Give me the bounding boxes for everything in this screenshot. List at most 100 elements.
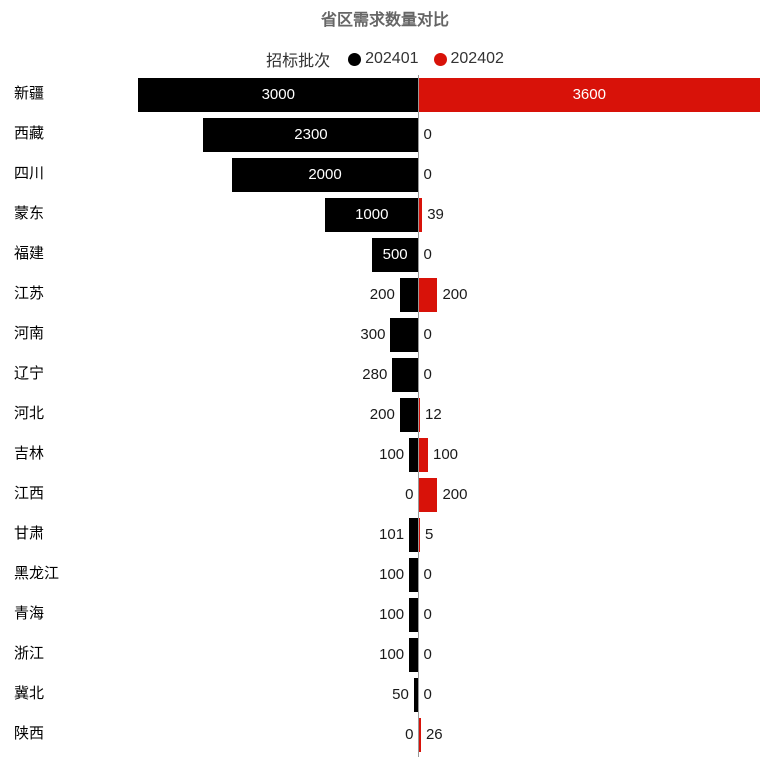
bar-202401[interactable] <box>413 678 419 712</box>
category-label: 吉林 <box>14 445 45 462</box>
plot-area: 新疆 3000 3600 西藏 2300 0 四川 2000 0 蒙东 1000 39 福建 500 0 江苏… <box>0 73 770 761</box>
value-label-202401: 2300 <box>294 126 328 143</box>
category-label: 蒙东 <box>14 205 45 222</box>
category-label: 新疆 <box>14 85 45 102</box>
chart-row: 江苏 200 200 <box>0 273 770 313</box>
chart-row: 青海 100 0 <box>0 593 770 633</box>
value-label-202402: 0 <box>423 606 432 623</box>
bar-202402[interactable] <box>418 478 438 512</box>
value-label-202402: 12 <box>425 406 442 423</box>
bar-202402[interactable]: 3600 <box>418 78 760 112</box>
value-label-202401: 1000 <box>355 206 389 223</box>
bar-202401[interactable] <box>409 638 419 672</box>
value-label-202401: 100 <box>379 566 405 583</box>
value-label-202402: 0 <box>423 326 432 343</box>
value-label-202401: 100 <box>379 646 405 663</box>
legend-item-202402[interactable]: 202402 <box>433 50 504 68</box>
value-label-202401: 2000 <box>308 166 342 183</box>
chart-row: 吉林 100 100 <box>0 433 770 473</box>
value-label-202402: 0 <box>423 686 432 703</box>
value-label-202401: 200 <box>369 406 395 423</box>
value-label-202402: 3600 <box>572 86 606 103</box>
value-label-202401: 101 <box>379 526 405 543</box>
legend-item-label: 202402 <box>450 50 504 67</box>
value-label-202401: 50 <box>392 686 409 703</box>
value-label-202401: 100 <box>379 446 405 463</box>
value-label-202402: 0 <box>423 366 432 383</box>
bar-202401[interactable] <box>409 598 419 632</box>
bar-202401[interactable]: 2300 <box>203 118 419 152</box>
category-label: 陕西 <box>14 725 45 742</box>
category-label: 河南 <box>14 325 45 342</box>
chart-row: 新疆 3000 3600 <box>0 73 770 113</box>
chart-row: 河南 300 0 <box>0 313 770 353</box>
bar-202401[interactable] <box>392 358 419 392</box>
value-label-202402: 26 <box>425 726 443 743</box>
bar-202401[interactable]: 3000 <box>138 78 419 112</box>
value-label-202402: 200 <box>442 486 468 503</box>
value-label-202402: 0 <box>423 166 432 183</box>
bar-202402[interactable] <box>418 518 420 552</box>
category-label: 甘肃 <box>14 525 45 542</box>
bar-202402[interactable] <box>418 438 428 472</box>
value-label-202402: 100 <box>432 446 459 463</box>
category-label: 福建 <box>14 245 45 262</box>
bar-202401[interactable] <box>390 318 419 352</box>
legend-item-202401[interactable]: 202401 <box>348 50 419 68</box>
category-label: 青海 <box>14 605 45 622</box>
value-label-202402: 200 <box>442 286 468 303</box>
chart-row: 四川 2000 0 <box>0 153 770 193</box>
category-label: 冀北 <box>14 685 45 702</box>
value-label-202401: 500 <box>382 246 408 263</box>
bar-202402[interactable] <box>418 398 420 432</box>
chart-title: 省区需求数量对比 <box>320 12 449 29</box>
legend-item-label: 202401 <box>365 50 419 67</box>
legend-title: 招标批次 <box>266 53 331 70</box>
bar-202401[interactable]: 1000 <box>325 198 419 232</box>
chart-row: 蒙东 1000 39 <box>0 193 770 233</box>
chart-row: 西藏 2300 0 <box>0 113 770 153</box>
chart-row: 甘肃 101 5 <box>0 513 770 553</box>
category-label: 浙江 <box>14 645 45 662</box>
bar-202401[interactable] <box>399 398 419 432</box>
chart-row: 黑龙江 100 0 <box>0 553 770 593</box>
category-label: 江西 <box>14 485 45 502</box>
category-label: 西藏 <box>14 125 45 142</box>
bar-202401[interactable] <box>409 518 419 552</box>
category-label: 辽宁 <box>14 365 45 382</box>
value-label-202401: 280 <box>362 366 388 383</box>
value-label-202402: 0 <box>423 566 432 583</box>
category-label: 河北 <box>14 405 45 422</box>
value-label-202401: 300 <box>360 326 386 343</box>
chart-row: 陕西 0 26 <box>0 713 770 753</box>
chart-row: 浙江 100 0 <box>0 633 770 673</box>
center-axis-line <box>418 75 419 757</box>
legend-dot-icon <box>348 52 362 66</box>
value-label-202401: 100 <box>379 606 405 623</box>
chart-row: 福建 500 0 <box>0 233 770 273</box>
chart-row: 江西 0 200 <box>0 473 770 513</box>
value-label-202402: 0 <box>423 646 432 663</box>
bar-202401[interactable] <box>399 278 419 312</box>
value-label-202401: 200 <box>369 286 395 303</box>
bar-202402[interactable] <box>418 198 423 232</box>
value-label-202402: 0 <box>423 246 432 263</box>
value-label-202402: 5 <box>425 526 434 543</box>
bar-202402[interactable] <box>418 278 438 312</box>
value-label-202401: 3000 <box>261 86 295 103</box>
category-label: 四川 <box>14 165 45 182</box>
bar-202401[interactable] <box>409 558 419 592</box>
bar-202401[interactable]: 500 <box>371 238 419 272</box>
bar-202401[interactable] <box>409 438 419 472</box>
bar-202401[interactable]: 2000 <box>231 158 419 192</box>
bar-202402[interactable] <box>418 718 421 752</box>
chart-row: 冀北 50 0 <box>0 673 770 713</box>
legend: 招标批次 202401 202402 <box>0 46 770 72</box>
value-label-202402: 0 <box>423 126 432 143</box>
value-label-202402: 39 <box>427 206 444 223</box>
value-label-202401: 0 <box>405 486 414 503</box>
value-label-202401: 0 <box>405 726 414 743</box>
category-label: 黑龙江 <box>14 565 60 582</box>
chart-row: 辽宁 280 0 <box>0 353 770 393</box>
